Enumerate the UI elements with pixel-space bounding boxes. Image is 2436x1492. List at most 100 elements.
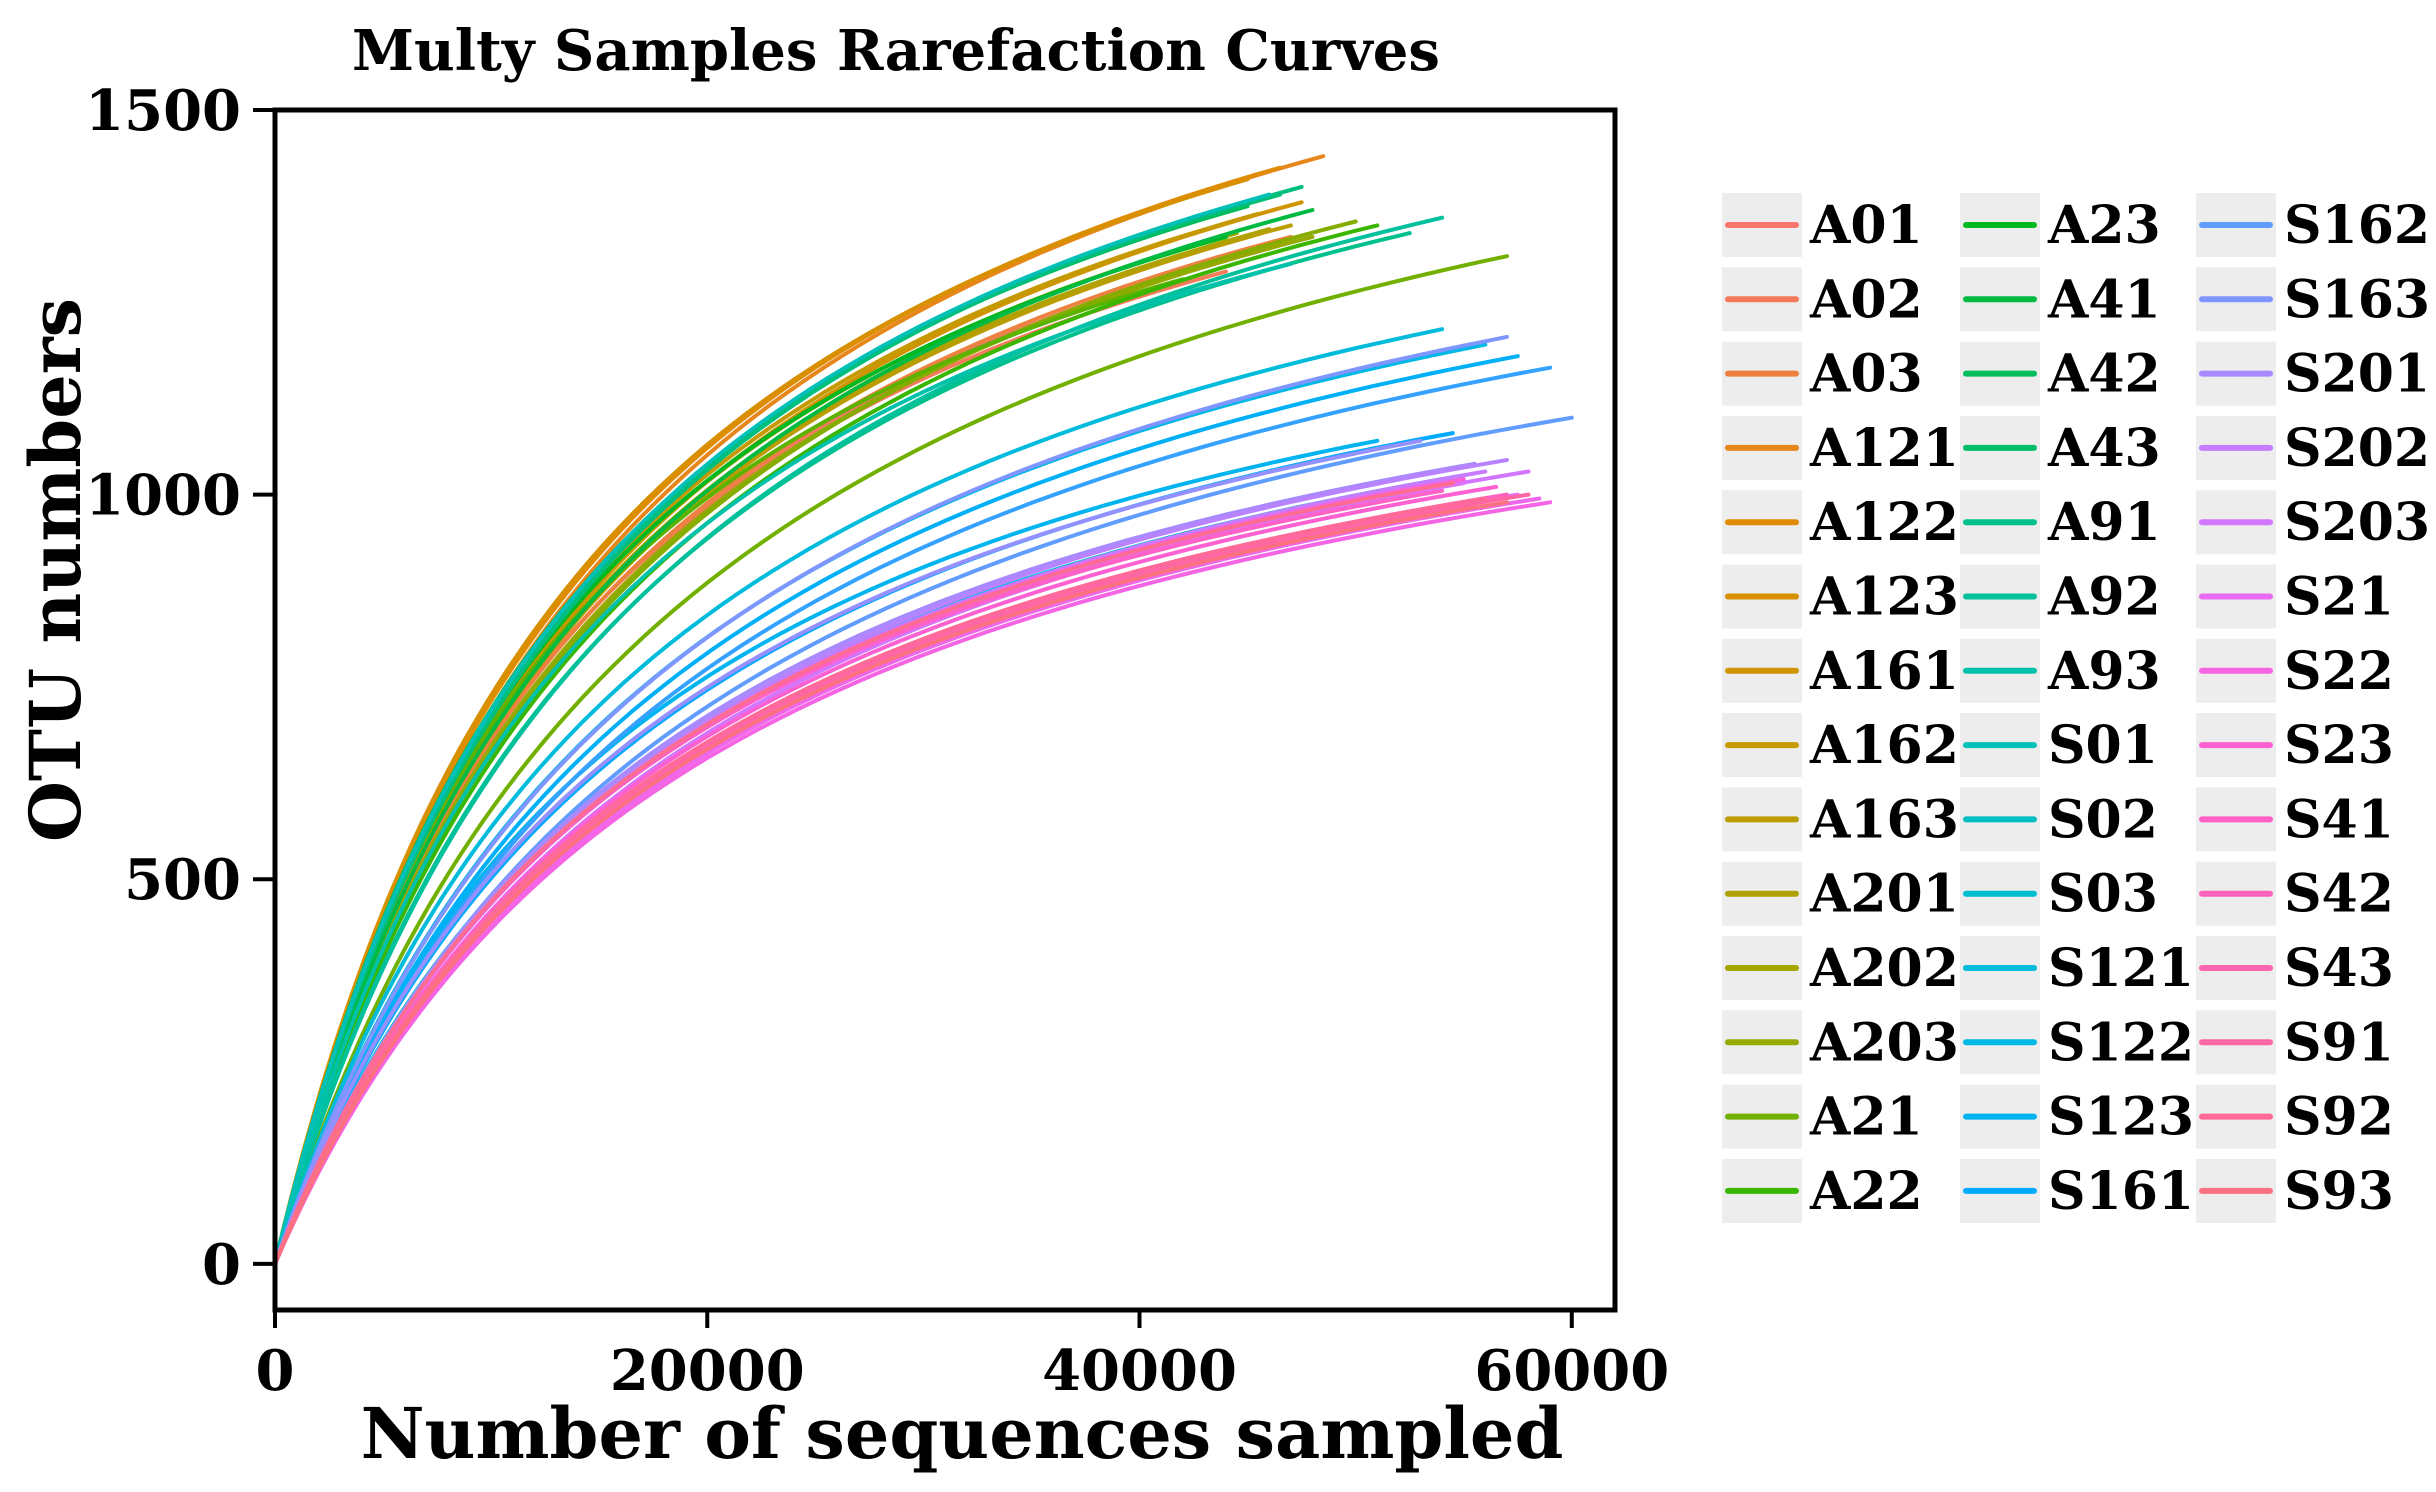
legend-item: A203 [1722, 1010, 1959, 1075]
legend-item: A91 [1960, 490, 2161, 555]
y-axis-label: OTU numbers [14, 298, 97, 842]
legend-item: S91 [2196, 1010, 2394, 1075]
y-ticks-group: 0 500 1000 1500 [85, 78, 275, 1298]
legend-item: A201 [1722, 861, 1959, 926]
legend-item: S23 [2196, 713, 2394, 778]
series-line-a203-11 [273, 234, 1315, 1266]
series-line-a42-16 [273, 234, 1228, 1266]
legend-item: S21 [2196, 564, 2394, 629]
series-line-s42-51 [273, 481, 1455, 1266]
legend-label: S121 [2048, 938, 2194, 999]
x-tick-label: 20000 [610, 1338, 805, 1404]
legend-item: A92 [1960, 564, 2161, 629]
curves-group [273, 154, 1574, 1266]
legend-item: A01 [1722, 193, 1923, 257]
legend-label: S203 [2284, 492, 2430, 553]
legend-label: A23 [2047, 195, 2161, 256]
series-line-a161-6 [273, 200, 1304, 1266]
legend-label: S22 [2284, 641, 2394, 702]
legend-label: A163 [1809, 789, 1959, 850]
legend-item: S203 [2196, 490, 2430, 555]
legend-item: S41 [2196, 787, 2394, 852]
legend-item: S161 [1960, 1158, 2194, 1223]
legend-label: S03 [2048, 864, 2158, 925]
series-line-a21-12 [273, 219, 1358, 1266]
legend-item: A121 [1722, 415, 1959, 480]
legend-label: A41 [2047, 269, 2161, 330]
legend-item: A03 [1722, 341, 1923, 406]
legend-label: S93 [2284, 1161, 2394, 1222]
legend-label: S91 [2284, 1012, 2394, 1073]
x-tick-label: 0 [256, 1338, 295, 1404]
series-line-s22-48 [273, 504, 1477, 1266]
legend-item: S122 [1960, 1010, 2194, 1075]
series-line-a93-20 [273, 184, 1304, 1266]
legend: A01 A02 A03 A121 A122 A123 A161 A162 A163 A201 A20… [1722, 193, 2430, 1223]
legend-label: S02 [2048, 789, 2158, 850]
legend-label: A203 [1809, 1012, 1959, 1073]
legend-item: A23 [1960, 193, 2161, 257]
x-tick-label: 60000 [1474, 1338, 1669, 1404]
legend-label: S202 [2284, 418, 2430, 479]
chart-title: Multy Samples Rarefaction Curves [352, 18, 1440, 84]
legend-label: S43 [2284, 938, 2394, 999]
legend-item: A02 [1722, 267, 1923, 332]
legend-label: S92 [2284, 1087, 2394, 1148]
legend-label: A122 [1809, 492, 1959, 553]
series-line-a162-7 [273, 211, 1261, 1266]
y-tick-label: 500 [124, 847, 241, 913]
series-line-a163-8 [273, 223, 1293, 1266]
legend-item: S43 [2196, 936, 2394, 1000]
legend-item: A162 [1722, 713, 1959, 778]
legend-label: S23 [2284, 715, 2394, 776]
x-axis-label: Number of sequences sampled [361, 1392, 1564, 1475]
legend-label: S01 [2048, 715, 2158, 776]
legend-item: S201 [2196, 341, 2430, 406]
legend-label: S162 [2284, 195, 2430, 256]
series-line-a43-17 [273, 208, 1315, 1266]
legend-label: A162 [1809, 715, 1959, 776]
legend-item: A123 [1722, 564, 1959, 629]
legend-item: S02 [1960, 787, 2158, 852]
series-line-s43-38 [273, 469, 1488, 1266]
legend-item: S202 [2196, 415, 2430, 480]
legend-label: A43 [2047, 418, 2161, 479]
legend-item: S93 [2196, 1158, 2394, 1223]
series-line-s21-47 [273, 492, 1509, 1266]
legend-label: A21 [1809, 1087, 1923, 1148]
legend-item: S03 [1960, 861, 2158, 926]
legend-item: A22 [1722, 1158, 1923, 1223]
legend-item: A202 [1722, 936, 1959, 1000]
series-line-a92-19 [273, 192, 1282, 1266]
series-line-s201-44 [273, 477, 1466, 1266]
legend-item: A41 [1960, 267, 2161, 332]
legend-label: A201 [1809, 864, 1959, 925]
series-line-a01-0 [273, 246, 1272, 1266]
legend-item: S01 [1960, 713, 2158, 778]
legend-item: A21 [1722, 1084, 1923, 1149]
legend-label: S123 [2048, 1087, 2194, 1148]
legend-item: S42 [2196, 861, 2394, 926]
series-line-a91-18 [273, 204, 1250, 1266]
legend-item: S92 [2196, 1084, 2394, 1149]
legend-label: A91 [2047, 492, 2161, 553]
legend-label: A42 [2047, 344, 2161, 405]
legend-label: A01 [1809, 195, 1923, 256]
legend-label: S42 [2284, 864, 2394, 925]
legend-item: A42 [1960, 341, 2161, 406]
legend-item: A93 [1960, 638, 2161, 703]
plot-frame [272, 107, 1618, 1313]
legend-item: S22 [2196, 638, 2394, 703]
legend-label: S122 [2048, 1012, 2194, 1073]
legend-label: S163 [2284, 269, 2430, 330]
legend-label: A03 [1809, 344, 1923, 405]
legend-item: A122 [1722, 490, 1959, 555]
legend-item: S162 [2196, 193, 2430, 257]
series-line-a201-9 [273, 227, 1272, 1266]
legend-item: A43 [1960, 415, 2161, 480]
legend-label: A202 [1809, 938, 1959, 999]
series-line-s93-41 [273, 492, 1520, 1266]
series-line-s23-35 [273, 438, 1423, 1266]
series-line-s121-24 [273, 192, 1272, 1266]
